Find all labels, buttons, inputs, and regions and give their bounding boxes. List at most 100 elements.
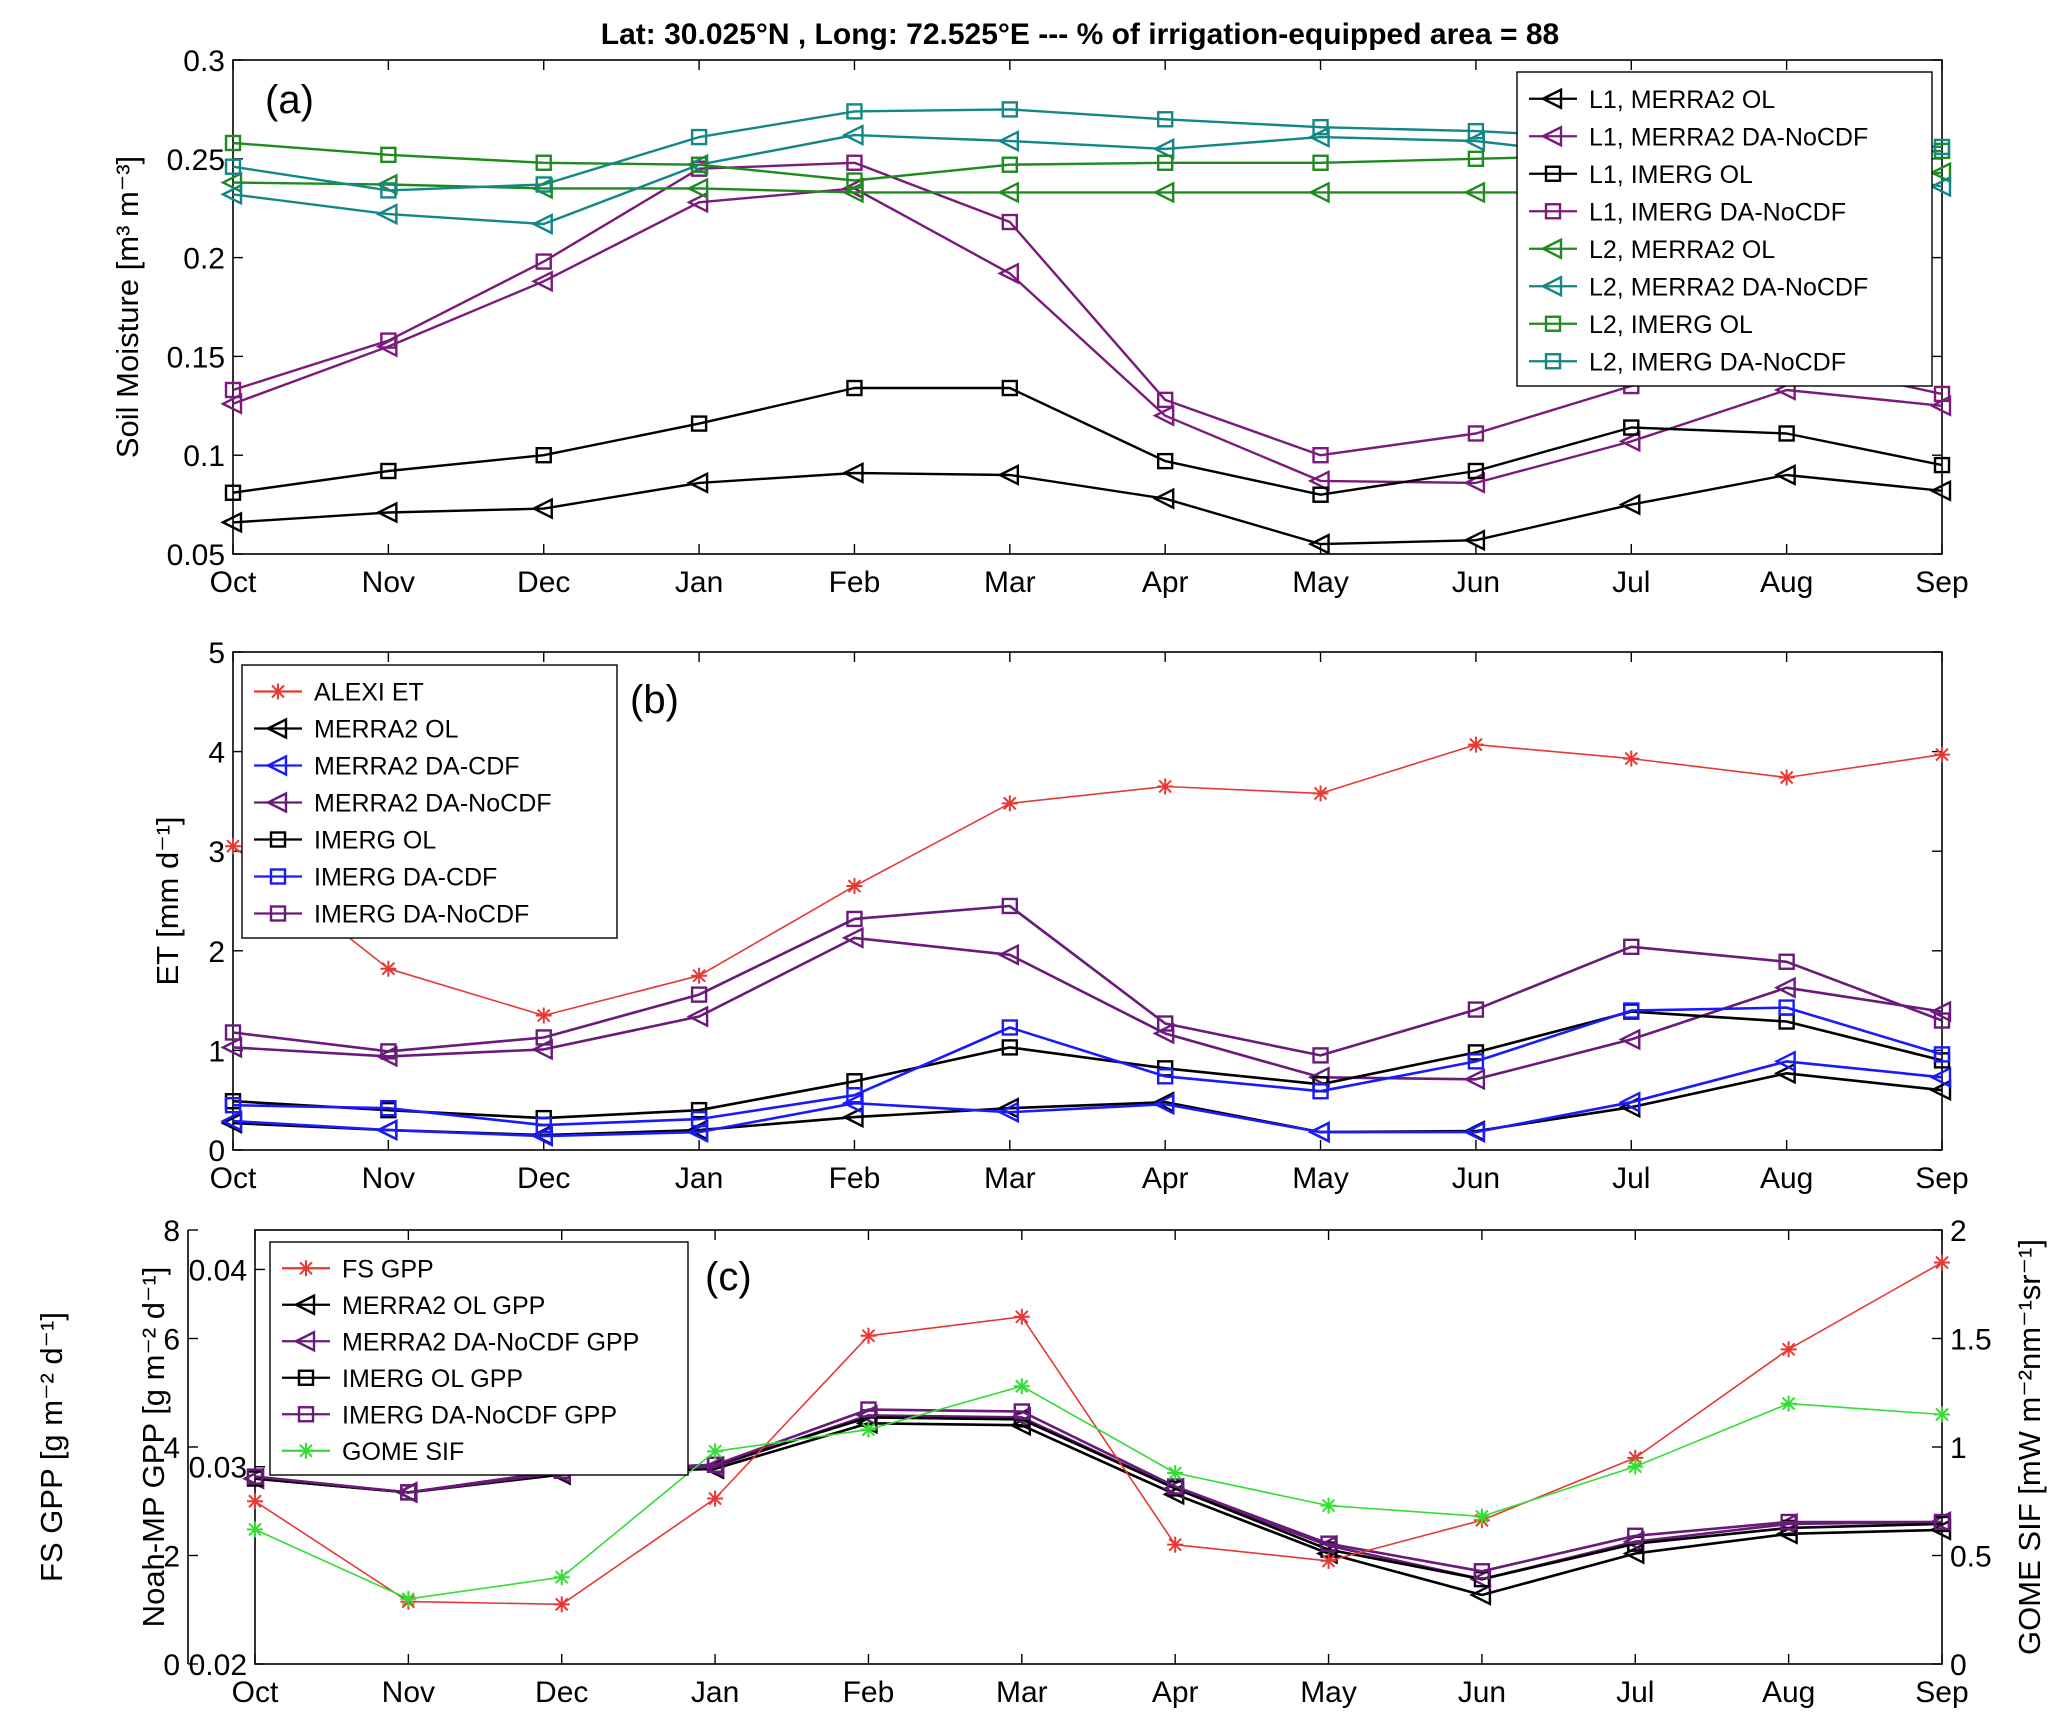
- data-point-l2-imerg-da-nocdf: [690, 128, 708, 146]
- data-point-imerg-da-nocdf: [224, 1024, 242, 1041]
- data-point-l2-merra2-da-nocdf: [997, 130, 1020, 152]
- data-point-l1-merra2-ol: [1773, 464, 1796, 486]
- data-point-l1-merra2-ol: [997, 464, 1020, 486]
- data-point-alexi-et: [846, 878, 863, 895]
- x-tick-label: Mar: [996, 1676, 1048, 1709]
- y-tick-label: 0.04: [189, 1254, 247, 1287]
- series-line-merra2-ol: [232, 1072, 1943, 1137]
- data-point-merra2-da-cdf: [997, 1101, 1020, 1124]
- legend-label: FS GPP: [342, 1255, 434, 1283]
- data-point-merra2-da-cdf: [1307, 1121, 1330, 1144]
- data-point-l1-merra2-ol: [686, 471, 709, 494]
- data-point-alexi-et: [1312, 785, 1329, 802]
- data-point-l2-imerg-ol: [535, 154, 552, 171]
- x-tick-label: Nov: [362, 1162, 415, 1195]
- y-tick-label: 5: [208, 637, 225, 670]
- data-point-imerg-da-nocdf-gpp: [860, 1401, 877, 1418]
- legend-marker: [265, 791, 288, 814]
- data-point-l1-merra2-ol: [1307, 533, 1330, 556]
- legend-item-l2-merra2-da-nocdf: L2, MERRA2 DA-NoCDF: [1529, 273, 1868, 301]
- data-point-fs-gpp: [707, 1490, 724, 1507]
- data-point-alexi-et: [535, 1007, 552, 1024]
- legend-item-l2-imerg-da-nocdf: L2, IMERG DA-NoCDF: [1529, 348, 1846, 376]
- data-point-fs-gpp: [1167, 1536, 1184, 1553]
- data-point-gome-sif: [247, 1521, 263, 1538]
- data-point-l1-imerg-da-nocdf: [1156, 391, 1174, 409]
- x-tick-label: Jul: [1616, 1676, 1654, 1709]
- data-point-fs-gpp: [1013, 1308, 1030, 1325]
- legend-item-l2-imerg-ol: L2, IMERG OL: [1529, 311, 1753, 339]
- data-point-l1-merra2-ol: [1618, 493, 1641, 516]
- data-point-l2-imerg-da-nocdf: [224, 158, 242, 175]
- x-tick-label: May: [1300, 1676, 1357, 1709]
- y-tick-label: 8: [163, 1215, 180, 1248]
- data-point-l1-imerg-ol: [846, 379, 863, 397]
- data-point-l1-merra2-da-nocdf: [1618, 430, 1641, 453]
- legend-marker: [269, 868, 287, 885]
- x-tick-label: Aug: [1762, 1676, 1815, 1709]
- legend-marker: [1544, 203, 1562, 220]
- y-tick-label: 0.1: [183, 440, 225, 473]
- data-point-l2-imerg-ol: [1312, 154, 1329, 171]
- legend-box: [269, 1241, 689, 1476]
- data-point-imerg-da-cdf: [1001, 1019, 1019, 1036]
- data-point-l1-imerg-da-nocdf: [380, 332, 397, 349]
- legend-marker: [297, 1406, 315, 1423]
- y-axis-label-inner: Noah-MP GPP [g m⁻² d⁻¹]: [136, 1267, 171, 1628]
- y-tick-label: 4: [163, 1432, 180, 1465]
- x-tick-label: Aug: [1760, 1162, 1813, 1195]
- y-tick-label: 0: [163, 1649, 180, 1682]
- x-tick-label: Oct: [210, 1162, 257, 1195]
- legend: ALEXI ET MERRA2 OL MERRA2 DA-CDF MERRA2 DA-…: [241, 664, 618, 939]
- data-point-merra2-da-cdf: [1463, 1121, 1486, 1144]
- data-point-gome-sif: [707, 1443, 724, 1460]
- data-point-imerg-da-nocdf: [1623, 938, 1640, 956]
- data-point-merra2-da-cdf: [686, 1121, 709, 1144]
- series-line-imerg-da-cdf: [232, 1006, 1943, 1127]
- legend-marker: [1544, 353, 1562, 370]
- data-point-imerg-da-cdf: [1467, 1053, 1485, 1070]
- legend-box: [241, 664, 618, 939]
- series-line-alexi-et: [232, 743, 1943, 1017]
- data-point-l1-imerg-ol: [1778, 425, 1795, 442]
- data-point-alexi-et: [225, 838, 241, 855]
- data-point-imerg-da-cdf: [690, 1110, 708, 1128]
- y-tick-label: 6: [163, 1324, 180, 1357]
- data-point-gome-sif: [860, 1421, 877, 1438]
- legend: L1, MERRA2 OL L1, MERRA2 DA-NoCDF L1, IMER…: [1516, 71, 1933, 387]
- data-point-imerg-da-nocdf-gpp: [1473, 1563, 1491, 1580]
- data-point-imerg-ol: [1001, 1039, 1019, 1056]
- x-tick-label: Apr: [1142, 1162, 1189, 1195]
- series-line-fs-gpp: [254, 1261, 1943, 1606]
- x-tick-label: Oct: [232, 1676, 279, 1709]
- data-point-merra2-da-cdf: [1773, 1050, 1796, 1073]
- y-tick-label-right: 1: [1950, 1432, 1967, 1465]
- data-point-l2-merra2-ol: [220, 171, 243, 194]
- legend-label: L1, IMERG DA-NoCDF: [1589, 198, 1846, 226]
- series-line-l1-merra2-da-nocdf: [232, 187, 1943, 485]
- series-line-merra2-da-cdf: [232, 1060, 1943, 1138]
- y-tick-label-right: 1.5: [1950, 1324, 1992, 1357]
- data-point-imerg-da-cdf: [1312, 1083, 1329, 1100]
- data-point-gome-sif: [1013, 1378, 1030, 1395]
- data-point-l2-imerg-da-nocdf: [1933, 138, 1951, 156]
- legend-label: IMERG OL: [314, 827, 436, 855]
- data-point-l2-merra2-da-nocdf: [1307, 126, 1330, 149]
- series-imerg-da-cdf: [224, 999, 1951, 1134]
- legend-label: L2, MERRA2 DA-NoCDF: [1589, 273, 1868, 301]
- data-point-l2-imerg-da-nocdf: [1156, 111, 1174, 128]
- data-point-imerg-da-nocdf-gpp: [246, 1468, 264, 1485]
- x-tick-label: Jun: [1458, 1676, 1506, 1709]
- legend-item-l1-imerg-ol: L1, IMERG OL: [1529, 161, 1753, 189]
- x-tick-label: May: [1292, 566, 1349, 599]
- legend-marker: [298, 1260, 314, 1277]
- x-tick-label: Jan: [675, 566, 723, 599]
- series-merra2-ol: [220, 1062, 1952, 1147]
- data-point-l1-imerg-ol: [1623, 419, 1640, 436]
- data-point-merra2-da-nocdf: [1152, 1022, 1175, 1045]
- data-point-l1-merra2-ol: [1463, 529, 1486, 552]
- data-point-merra2-da-cdf: [1152, 1093, 1175, 1116]
- data-point-imerg-da-nocdf-gpp: [400, 1484, 417, 1501]
- y-tick-label: 0.15: [167, 341, 225, 374]
